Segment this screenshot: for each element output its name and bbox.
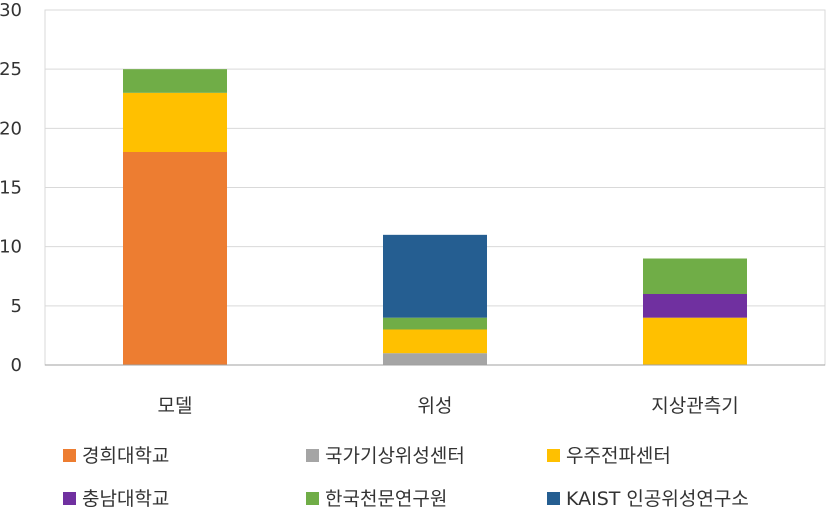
y-tick-label: 25 bbox=[0, 59, 22, 80]
legend-swatch bbox=[63, 449, 76, 462]
legend-swatch bbox=[547, 492, 560, 505]
legend-swatch bbox=[306, 492, 319, 505]
bars bbox=[123, 69, 747, 365]
bar-segment bbox=[383, 317, 487, 330]
y-tick-label: 0 bbox=[11, 355, 22, 376]
legend-label: 경희대학교 bbox=[82, 445, 169, 467]
y-tick-label: 30 bbox=[0, 0, 22, 21]
y-tick-label: 15 bbox=[0, 178, 22, 199]
legend-label: 우주전파센터 bbox=[566, 445, 671, 467]
bar-segment bbox=[643, 294, 747, 318]
y-tick-label: 5 bbox=[11, 296, 22, 317]
bar-segment bbox=[123, 92, 227, 152]
legend-swatch bbox=[306, 449, 319, 462]
bar-segment bbox=[643, 258, 747, 294]
legend-label: 충남대학교 bbox=[82, 488, 169, 510]
x-category-label: 지상관측기 bbox=[651, 395, 738, 417]
legend-label: 국가기상위성센터 bbox=[325, 445, 465, 467]
legend-label: KAIST 인공위성연구소 bbox=[566, 488, 749, 510]
axes: 0 5 10 15 20 25 30 모델 위성 지상관측기 bbox=[0, 0, 825, 417]
x-category-label: 위성 bbox=[418, 395, 453, 417]
y-tick-label: 20 bbox=[0, 118, 22, 139]
bar-segment bbox=[123, 152, 227, 365]
y-tick-label: 10 bbox=[0, 237, 22, 258]
bar-segment bbox=[383, 353, 487, 365]
bar-segment bbox=[643, 317, 747, 365]
bar-segment bbox=[123, 69, 227, 93]
legend-swatch bbox=[63, 492, 76, 505]
legend-label: 한국천문연구원 bbox=[325, 488, 447, 510]
bar-segment bbox=[383, 234, 487, 318]
bar-segment bbox=[383, 329, 487, 354]
legend-swatch bbox=[547, 449, 560, 462]
x-category-label: 모델 bbox=[158, 395, 193, 417]
